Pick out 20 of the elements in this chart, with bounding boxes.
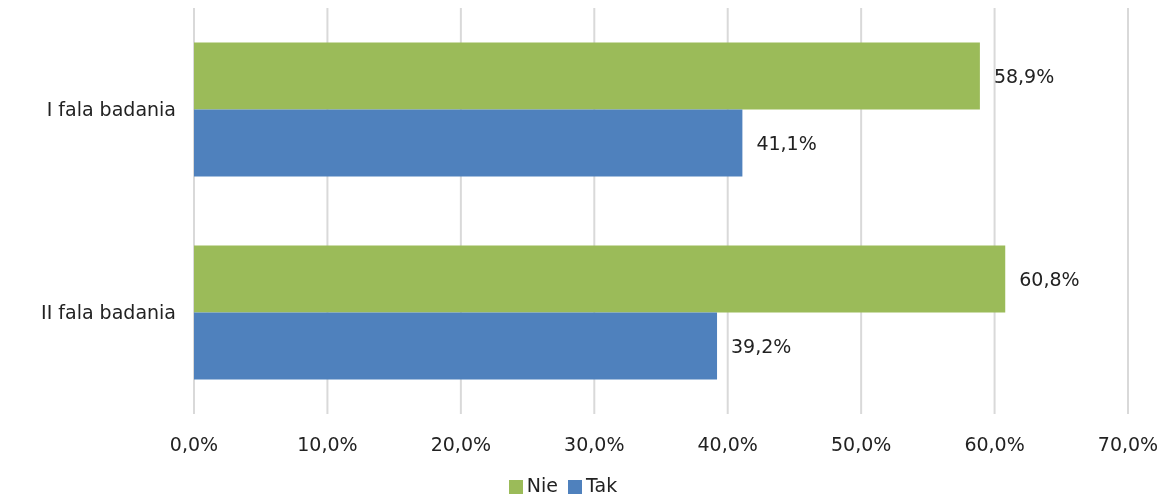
data-label: 41,1%	[756, 131, 817, 154]
x-tick-label: 10,0%	[297, 433, 358, 456]
x-tick-label: 30,0%	[564, 433, 625, 456]
bar	[194, 312, 718, 380]
legend-label: Nie	[526, 474, 559, 496]
x-tick-label: 40,0%	[697, 433, 758, 456]
x-tick-label: 0,0%	[169, 433, 219, 456]
x-tick-label: 70,0%	[1097, 433, 1159, 456]
x-tick-label: 60,0%	[964, 433, 1025, 456]
x-tick-label: 50,0%	[830, 433, 892, 456]
y-tick-label: II fala badania	[41, 301, 176, 324]
x-tick-label: 20,0%	[430, 433, 492, 456]
bar	[194, 109, 743, 177]
data-label: 39,2%	[731, 334, 792, 357]
data-label: 60,8%	[1019, 267, 1080, 290]
legend-label: Tak	[586, 474, 618, 496]
y-tick-label: I fala badania	[46, 98, 176, 121]
data-label: 58,9%	[993, 64, 1055, 87]
bar	[194, 245, 1006, 313]
bar	[194, 42, 980, 110]
